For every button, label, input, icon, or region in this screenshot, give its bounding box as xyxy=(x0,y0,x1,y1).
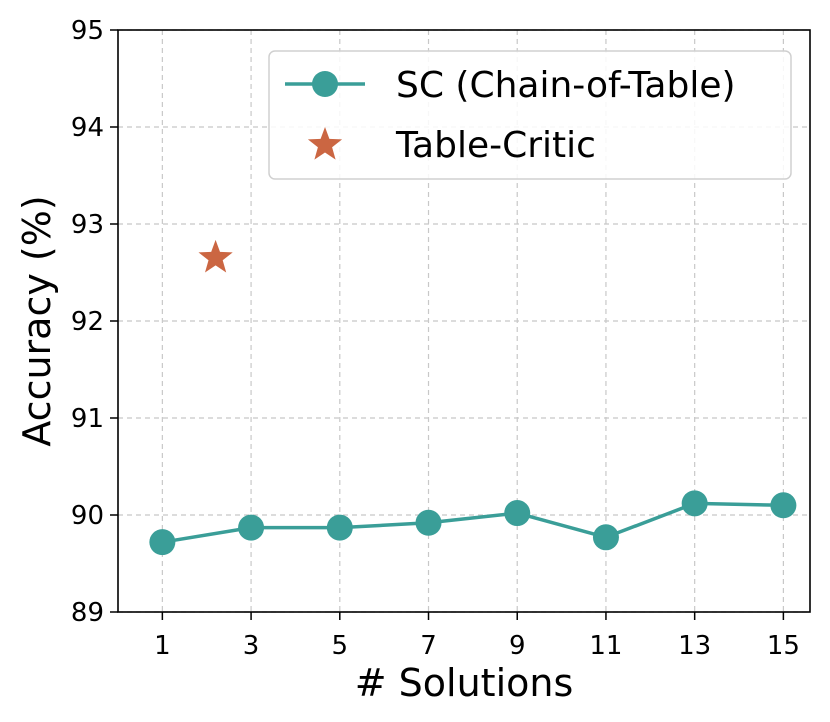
y-tick-label: 92 xyxy=(71,307,104,337)
data-point xyxy=(681,490,708,517)
y-tick-label: 93 xyxy=(71,210,104,240)
x-tick-label: 7 xyxy=(420,631,437,661)
data-point xyxy=(770,492,797,519)
plot-data xyxy=(149,239,797,556)
x-axis-label: # Solutions xyxy=(355,661,574,705)
x-tick-label: 9 xyxy=(509,631,526,661)
x-tick-label: 3 xyxy=(243,631,260,661)
y-tick-label: 89 xyxy=(71,598,104,628)
data-point xyxy=(504,500,531,527)
y-axis-label: Accuracy (%) xyxy=(15,195,59,446)
x-tick-label: 13 xyxy=(678,631,711,661)
y-tick-label: 91 xyxy=(71,404,104,434)
legend-marker-sc xyxy=(312,71,338,97)
data-point xyxy=(326,514,353,541)
data-point xyxy=(415,509,442,536)
y-tick-label: 90 xyxy=(71,501,104,531)
legend-label-sc: SC (Chain-of-Table) xyxy=(396,65,736,106)
data-point xyxy=(149,529,176,556)
legend: SC (Chain-of-Table) Table-Critic xyxy=(268,50,792,180)
x-tick-label: 5 xyxy=(332,631,349,661)
series-line-0 xyxy=(162,501,784,544)
legend-marker-table-critic xyxy=(307,127,343,160)
data-point-star xyxy=(198,239,233,273)
data-point xyxy=(238,514,265,541)
x-tick-label: 15 xyxy=(767,631,800,661)
data-point xyxy=(592,524,619,551)
y-tick-label: 94 xyxy=(71,113,104,143)
x-tick-label: 11 xyxy=(589,631,622,661)
legend-label-table-critic: Table-Critic xyxy=(395,125,596,166)
legend-box xyxy=(268,50,792,180)
y-tick-label: 95 xyxy=(71,16,104,46)
x-tick-label: 1 xyxy=(154,631,171,661)
